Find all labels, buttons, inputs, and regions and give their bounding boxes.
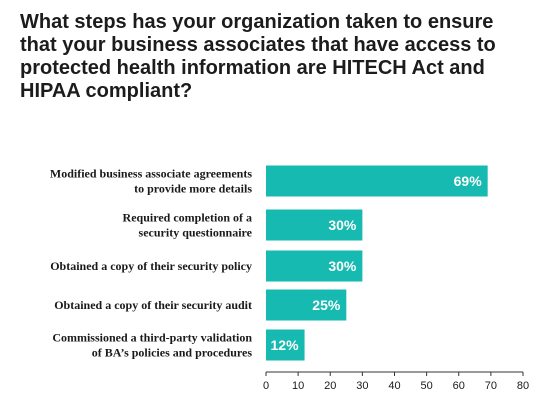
category-label-2-line-2: security questionnaire bbox=[139, 226, 253, 240]
category-labels-group: Modified business associate agreements to… bbox=[50, 167, 253, 360]
x-tick-label-50: 50 bbox=[421, 380, 433, 392]
bar-2 bbox=[266, 209, 363, 241]
category-label-4: Obtained a copy of their security audit bbox=[54, 298, 252, 312]
category-label-1: Modified business associate agreements to… bbox=[50, 167, 252, 196]
data-label-5: 12% bbox=[271, 337, 300, 353]
data-label-2: 30% bbox=[328, 217, 357, 233]
x-tick-label-60: 60 bbox=[453, 380, 465, 392]
bar-5 bbox=[266, 329, 305, 361]
category-label-2-line-1: Required completion of a bbox=[123, 211, 252, 225]
x-tick-label-40: 40 bbox=[388, 380, 400, 392]
x-tick-label-70: 70 bbox=[485, 380, 497, 392]
x-tick-label-10: 10 bbox=[292, 380, 304, 392]
x-tick-label-80: 80 bbox=[517, 380, 529, 392]
data-label-1: 69% bbox=[454, 173, 483, 189]
x-axis: 0 10 20 30 40 50 60 70 80 bbox=[263, 371, 529, 392]
category-label-5-line-1: Commissioned a third-party validation bbox=[52, 331, 252, 345]
x-tick-label-20: 20 bbox=[324, 380, 336, 392]
x-tick-label-30: 30 bbox=[356, 380, 368, 392]
category-label-4-line-1: Obtained a copy of their security audit bbox=[54, 298, 252, 312]
data-label-3: 30% bbox=[328, 258, 357, 274]
category-label-1-line-1: Modified business associate agreements bbox=[50, 167, 252, 181]
chart-title: What steps has your organization taken t… bbox=[20, 11, 496, 102]
bar-4 bbox=[266, 289, 347, 321]
bar-1 bbox=[266, 165, 488, 197]
data-label-4: 25% bbox=[312, 297, 341, 313]
bar-3 bbox=[266, 250, 363, 282]
category-label-5-line-2: of BA’s policies and procedures bbox=[92, 346, 253, 360]
category-label-5: Commissioned a third-party validation of … bbox=[52, 331, 252, 360]
category-label-1-line-2: to provide more details bbox=[134, 182, 252, 196]
category-label-3: Obtained a copy of their security policy bbox=[50, 259, 252, 273]
category-label-3-line-1: Obtained a copy of their security policy bbox=[50, 259, 252, 273]
bars-group: 69% 30% 30% 25% 12% bbox=[266, 165, 488, 361]
category-label-2: Required completion of a security questio… bbox=[123, 211, 253, 240]
x-tick-label-0: 0 bbox=[263, 380, 269, 392]
